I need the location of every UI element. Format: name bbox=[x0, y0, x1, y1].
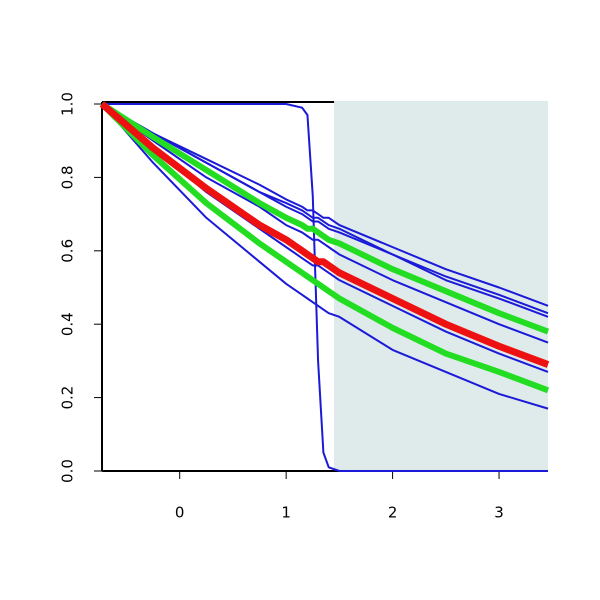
x-tick-label: 0 bbox=[175, 504, 185, 522]
y-tick-label: 0.2 bbox=[59, 386, 77, 410]
y-tick-label: 0.0 bbox=[59, 459, 77, 483]
y-tick-label: 0.4 bbox=[59, 312, 77, 336]
data-line bbox=[101, 103, 549, 307]
y-tick-label: 0.6 bbox=[59, 239, 77, 263]
x-tick-label: 2 bbox=[388, 504, 398, 522]
data-line bbox=[101, 103, 549, 344]
data-line bbox=[99, 101, 550, 368]
x-tick-label: 3 bbox=[494, 504, 504, 522]
data-line bbox=[101, 103, 549, 318]
x-tick-label: 1 bbox=[281, 504, 291, 522]
data-line bbox=[100, 101, 550, 335]
data-line bbox=[102, 103, 548, 472]
y-tick-label: 1.0 bbox=[59, 92, 77, 116]
y-tick-label: 0.8 bbox=[59, 165, 77, 189]
data-line bbox=[99, 101, 550, 394]
